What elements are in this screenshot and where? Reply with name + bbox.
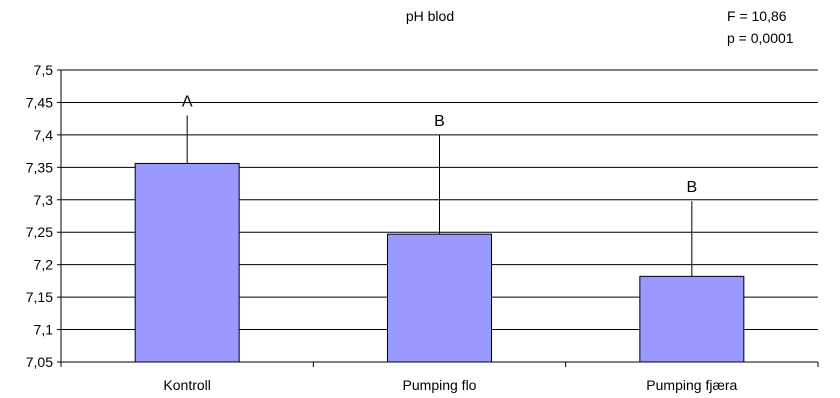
x-category-label: Pumping fjæra (646, 377, 737, 393)
f-statistic: F = 10,86 (727, 8, 787, 24)
bar-3 (639, 275, 745, 363)
y-tick-label: 7,35 (26, 159, 53, 175)
y-tick-label: 7,05 (26, 354, 53, 370)
x-category-label: Pumping flo (403, 377, 477, 393)
p-value: p = 0,0001 (727, 30, 794, 46)
x-category-label: Kontroll (163, 377, 210, 393)
y-tick-label: 7,25 (26, 224, 53, 240)
y-tick-label: 7,4 (34, 127, 54, 143)
bar-1 (134, 162, 240, 363)
y-tick-label: 7,2 (34, 257, 54, 273)
bar-2 (387, 233, 492, 363)
group-letter: B (434, 113, 445, 130)
group-letter: B (686, 179, 697, 196)
y-tick-label: 7,15 (26, 289, 53, 305)
y-tick-label: 7,3 (34, 192, 54, 208)
group-letter: A (182, 93, 193, 110)
y-tick-label: 7,1 (34, 322, 54, 338)
y-tick-label: 7,5 (34, 62, 54, 78)
chart-title: pH blod (405, 8, 455, 24)
y-tick-label: 7,45 (26, 94, 53, 110)
